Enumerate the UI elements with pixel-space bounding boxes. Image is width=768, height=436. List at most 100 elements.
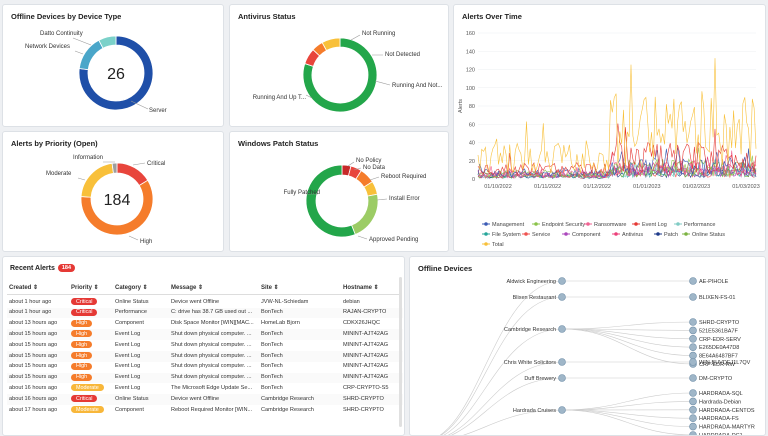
donut-label-information: Information (73, 155, 103, 161)
device-node[interactable] (690, 352, 697, 359)
label-leader-line (351, 35, 360, 40)
cell-category: Component (115, 407, 144, 413)
device-label: SHRD-CRYPTO (699, 320, 740, 326)
cell-category: Event Log (115, 363, 140, 369)
tree-link-site-device (562, 322, 693, 329)
label-leader-line (358, 236, 367, 239)
legend-item-service[interactable]: Service (522, 232, 550, 238)
site-label-duff-brewery: Duff Brewery (524, 376, 556, 382)
legend-item-total[interactable]: Total (482, 242, 504, 248)
device-label: 8E64A6487BF7 (699, 354, 738, 360)
site-node[interactable] (559, 294, 566, 301)
cell-message: The Microsoft Edge Update Se... (171, 385, 252, 391)
cell-created: about 16 hours ago (9, 396, 57, 402)
site-node[interactable] (559, 407, 566, 414)
tree-link-root-site (420, 378, 562, 436)
donut-label-moderate: Moderate (46, 171, 72, 177)
device-node[interactable] (690, 327, 697, 334)
slice-network-devices[interactable] (79, 40, 103, 69)
device-node[interactable] (690, 423, 697, 430)
column-header-site[interactable]: Site ⇕ (261, 284, 279, 291)
device-node[interactable] (690, 319, 697, 326)
device-node[interactable] (690, 432, 697, 436)
donut-label-not-running: Not Running (362, 31, 395, 37)
slice-critical[interactable] (117, 163, 148, 185)
table-scrollbar[interactable] (399, 277, 402, 427)
cell-created: about 1 hour ago (9, 309, 51, 315)
legend-item-ransomware[interactable]: Ransomware (584, 222, 626, 228)
device-node[interactable] (690, 344, 697, 351)
legend-item-management[interactable]: Management (482, 222, 525, 228)
site-node[interactable] (559, 278, 566, 285)
legend-label: Service (532, 232, 550, 238)
y-tick-label: 160 (466, 31, 475, 37)
device-node[interactable] (690, 294, 697, 301)
legend-item-patch[interactable]: Patch (654, 232, 678, 238)
device-node[interactable] (690, 390, 697, 397)
device-node[interactable] (690, 335, 697, 342)
site-node[interactable] (559, 375, 566, 382)
x-tick-label: 01/03/2023 (732, 184, 760, 190)
cell-site: BonTech (261, 309, 283, 315)
legend-marker (564, 232, 568, 236)
device-label: CRP-EDR-SERV (699, 337, 741, 343)
slice-approved-pending[interactable] (352, 194, 378, 234)
column-header-priority[interactable]: Priority ⇕ (71, 284, 99, 291)
y-tick-label: 60 (469, 122, 475, 128)
column-header-message[interactable]: Message ⇕ (171, 284, 203, 291)
legend-label: File System (492, 232, 521, 238)
legend-item-antivirus[interactable]: Antivirus (612, 232, 643, 238)
series-line-total[interactable] (478, 58, 756, 173)
cell-hostname: MININT-AJT42AG (343, 342, 388, 348)
device-node[interactable] (690, 415, 697, 422)
site-node[interactable] (559, 326, 566, 333)
donut-label-high: High (140, 239, 152, 245)
column-header-hostname[interactable]: Hostname ⇕ (343, 284, 379, 291)
y-tick-label: 20 (469, 159, 475, 165)
cell-category: Online Status (115, 299, 149, 305)
cell-site: BonTech (261, 331, 283, 337)
column-header-created[interactable]: Created ⇕ (9, 284, 38, 291)
device-node[interactable] (690, 398, 697, 405)
cell-created: about 15 hours ago (9, 353, 57, 359)
device-node[interactable] (690, 278, 697, 285)
site-node[interactable] (559, 359, 566, 366)
donut-label-fully-patched: Fully Patched (284, 190, 320, 196)
device-node[interactable] (690, 406, 697, 413)
legend-item-endpoint-security[interactable]: Endpoint Security (532, 222, 585, 228)
device-node[interactable] (690, 375, 697, 382)
cell-message: Shut down physical computer. ... (171, 331, 252, 337)
legend-item-online-status[interactable]: Online Status (682, 232, 725, 238)
cell-message: Disk Space Monitor [WIN][MAC... (171, 320, 254, 326)
header-divider (7, 294, 401, 295)
device-label: HARDRADA-MARTYR (699, 425, 755, 431)
donut-label-server: Server (149, 108, 167, 114)
column-header-category[interactable]: Category ⇕ (115, 284, 148, 291)
legend-item-performance[interactable]: Performance (674, 222, 716, 228)
device-label: AE-PIHOLE (699, 279, 729, 285)
legend-marker (586, 222, 590, 226)
cell-site: BonTech (261, 374, 283, 380)
legend-marker (484, 222, 488, 226)
tree-link-site-device (562, 401, 693, 410)
device-node[interactable] (690, 359, 697, 366)
label-leader-line (78, 178, 85, 180)
legend-item-component[interactable]: Component (562, 232, 601, 238)
legend-item-event-log[interactable]: Event Log (632, 222, 667, 228)
legend-item-file-system[interactable]: File System (482, 232, 521, 238)
cell-created: about 17 hours ago (9, 407, 57, 413)
cell-priority: Critical (71, 395, 97, 402)
